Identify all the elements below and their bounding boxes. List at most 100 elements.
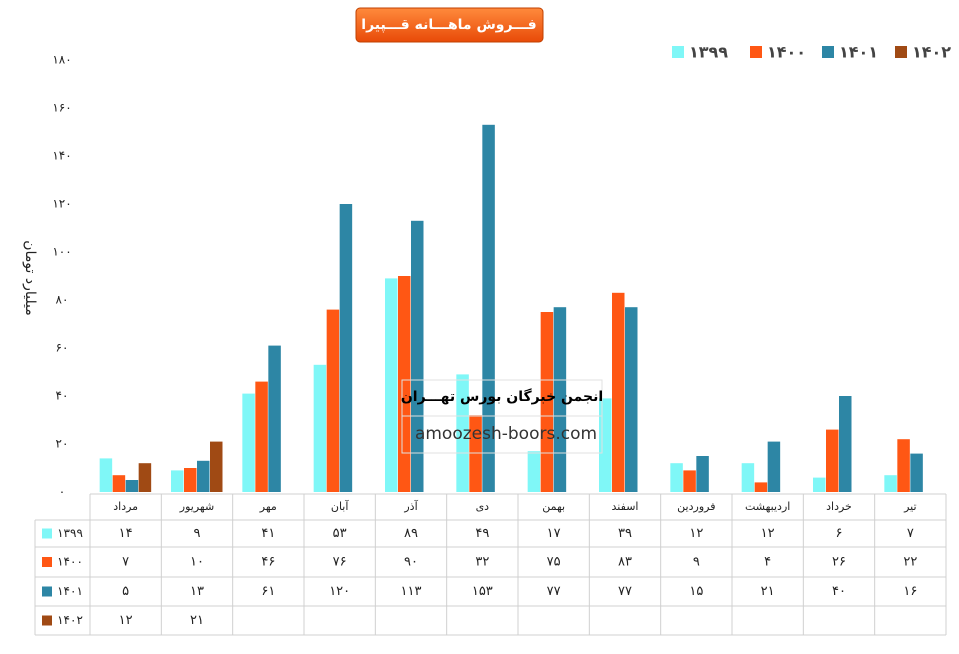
table-cell: ۱۱۳ [401,584,422,599]
bar [527,451,541,492]
table-cell: ۳۲ [475,555,489,570]
table-cell: ۹۰ [404,555,418,570]
table-cell: ۵۳ [333,526,347,541]
table-legend-swatch [42,586,52,597]
bar [210,441,223,492]
table-cell: ۷۷ [618,584,632,599]
legend-swatch [895,46,907,58]
bar [385,278,398,492]
table-cell: ۶ [836,526,843,541]
legend-swatch [750,46,762,58]
table-cell: ۱۲ [119,613,133,628]
table-cell: ۷۶ [333,555,347,570]
bar [612,292,625,492]
x-tick-label: بهمن [542,500,565,513]
table-cell: ۱۳ [190,584,204,599]
table-cell: ۴۹ [475,526,489,541]
bar [553,307,567,492]
bar [767,441,781,492]
x-tick-label: مرداد [113,500,138,513]
bar [813,477,826,492]
bar [398,276,411,492]
watermark-url: amoozesh-boors.com [415,424,597,444]
table-legend-swatch [42,528,52,539]
bar [897,439,910,492]
table-cell: ۷ [907,526,914,541]
table-cell: ۱۲ [689,526,703,541]
bar [683,470,696,492]
bar [910,453,923,492]
table-cell: ۱۲۰ [329,584,350,599]
table-cell: ۸۹ [404,526,418,541]
table-legend-swatch [42,557,52,567]
table-cell: ۲۲ [903,555,917,570]
x-tick-label: خرداد [826,500,852,513]
chart-title: فـــروش ماهـــانه قـــپیرا [361,17,536,33]
bar [741,463,755,492]
x-tick-label: فروردین [677,500,715,513]
table-cell: ۱۵۳ [472,584,493,599]
y-tick-label: ۱۴۰ [52,149,71,163]
x-tick-label: تیر [903,500,916,513]
y-tick-label: ۶۰ [56,341,69,355]
y-tick-label: ۴۰ [56,389,69,403]
y-tick-label: ۱۲۰ [52,197,71,211]
table-cell: ۱۵ [689,584,703,599]
x-tick-label: اردیبهشت [745,500,790,513]
bar [670,463,683,492]
bar [826,429,839,492]
bar [99,458,113,492]
legend-swatch [822,46,834,58]
table-cell: ۴۶ [261,555,275,570]
bar [125,480,139,492]
x-tick-label: آبان [331,499,349,513]
y-tick-label: ۰ [59,485,65,499]
table-cell: ۴۰ [832,584,846,599]
table-cell: ۴ [764,555,771,570]
table-cell: ۵ [122,584,129,599]
bar [469,415,482,492]
legend-label: ۱۴۰۱ [839,43,878,62]
legend-swatch [672,46,684,58]
bar [754,482,768,492]
bar [112,475,126,492]
table-cell: ۲۱ [190,613,204,628]
y-tick-label: ۱۸۰ [52,53,71,67]
legend-label: ۱۴۰۰ [767,43,806,62]
table-cell: ۶۱ [261,584,275,599]
table-cell: ۱۰ [190,555,204,570]
table-cell: ۷۷ [547,584,561,599]
x-tick-label: دی [476,500,490,513]
table-cell: ۲۱ [761,584,775,599]
bar [313,364,327,492]
x-tick-label: مهر [259,500,277,513]
table-cell: ۱۷ [547,526,561,541]
table-series-label: ۱۴۰۱ [57,584,83,598]
bar [138,463,152,492]
bar [456,374,469,492]
legend-label: ۱۴۰۲ [912,43,951,62]
plot: ۰ ۲۰ ۴۰ ۶۰ ۸۰ ۱۰۰ ۱۲۰ ۱۴۰ ۱۶۰ ۱۸۰ مرداد شهریور مهر آب… [34,43,951,636]
table-legend-swatch [42,615,52,626]
y-tick-label: ۲۰ [56,437,69,451]
table-cell: ۷ [122,555,129,570]
x-tick-label: آذر [403,499,418,513]
table-series-label: ۱۴۰۲ [57,613,83,627]
y-tick-label: ۱۰۰ [52,245,71,259]
bar [268,345,281,492]
x-tick-label: اسفند [612,500,639,513]
bar [839,396,852,492]
table-cell: ۱۶ [903,584,917,599]
bar [255,381,268,492]
y-axis-label: میلیارد تومان [22,240,38,315]
bar [482,124,495,493]
bar [599,398,612,492]
bar [171,470,184,492]
table-cell: ۳۹ [618,526,632,541]
y-tick-label: ۱۶۰ [52,101,71,115]
bar [184,468,197,492]
legend-label: ۱۳۹۹ [689,43,728,62]
bar [625,307,638,492]
bar [242,393,255,492]
